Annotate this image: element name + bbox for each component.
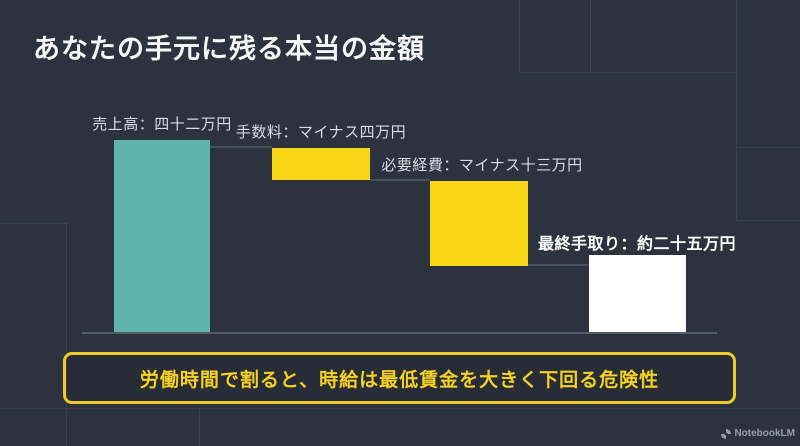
watermark: NotebookLM [721,428,795,439]
bar-expenses [430,181,528,266]
connector-line [528,264,589,266]
page-title: あなたの手元に残る本当の金額 [33,34,425,64]
watermark-label: NotebookLM [734,428,795,439]
grid-line [736,0,737,220]
bar-sales [114,140,210,332]
bar-label-expenses: 必要経費：マイナス十三万円 [381,157,583,174]
grid-line [519,72,737,73]
grid-line [736,220,800,221]
bar-label-net-income: 最終手取り：約二十五万円 [537,236,737,253]
grid-line [590,0,591,72]
bar-net-income [589,255,686,332]
bar-fees [272,148,370,180]
grid-line [0,223,66,224]
warning-banner: 労働時間で割ると、時給は最低賃金を大きく下回る危険性 [63,352,736,404]
connector-line [370,179,430,181]
bar-label-sales: 売上高：四十二万円 [92,116,232,133]
grid-line [66,223,67,446]
notebooklm-logo-icon [721,428,732,439]
grid-line [199,408,200,446]
grid-line [736,147,800,148]
connector-line [210,146,272,148]
bar-label-fees: 手数料：マイナス四万円 [235,124,407,141]
chart-baseline [82,332,717,334]
warning-banner-text: 労働時間で割ると、時給は最低賃金を大きく下回る危険性 [139,369,660,391]
grid-line [519,0,520,72]
grid-line [0,408,800,409]
